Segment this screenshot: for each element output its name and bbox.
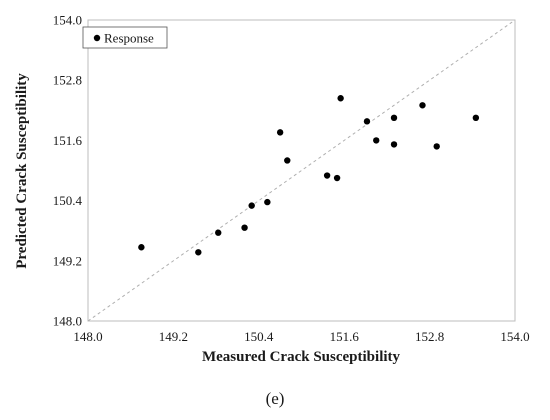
data-point <box>363 118 371 125</box>
data-point <box>248 202 255 209</box>
y-tick-label: 151.6 <box>53 133 83 148</box>
data-point <box>138 244 145 251</box>
y-tick-label: 152.8 <box>53 73 82 88</box>
data-point <box>390 114 398 122</box>
y-axis-ticks: 148.0 149.2 150.4 151.6 152.8 154.0 <box>53 13 83 329</box>
data-point <box>373 137 380 144</box>
y-tick-label: 149.2 <box>53 253 82 268</box>
x-axis-title: Measured Crack Susceptibility <box>202 349 401 365</box>
data-point <box>276 129 284 136</box>
x-tick-label: 154.0 <box>500 329 529 344</box>
legend-label: Response <box>104 31 154 46</box>
data-point <box>215 229 222 236</box>
x-tick-label: 148.0 <box>73 329 102 344</box>
data-point <box>264 198 271 206</box>
legend-box <box>82 26 168 49</box>
data-point <box>195 249 202 256</box>
data-point <box>241 224 248 231</box>
legend-marker <box>93 34 101 42</box>
plot-area-border <box>87 19 516 322</box>
data-point <box>433 143 440 150</box>
data-point <box>323 172 331 179</box>
figure-caption: (e) <box>266 389 285 408</box>
y-tick-label: 154.0 <box>53 13 82 28</box>
y-tick-label: 148.0 <box>53 314 82 329</box>
x-tick-label: 151.6 <box>330 329 360 344</box>
x-axis-ticks: 148.0 149.2 150.4 151.6 152.8 154.0 <box>73 329 529 344</box>
y-axis-title: Predicted Crack Susceptibility <box>14 73 30 269</box>
data-point <box>333 174 341 182</box>
data-point <box>390 141 398 148</box>
data-point <box>419 102 426 109</box>
y-tick-label: 150.4 <box>53 193 83 208</box>
data-points <box>138 95 480 256</box>
data-point <box>337 95 344 102</box>
data-point <box>472 114 480 122</box>
x-tick-label: 149.2 <box>159 329 188 344</box>
reference-line <box>87 19 516 322</box>
data-point <box>284 157 291 164</box>
x-tick-label: 150.4 <box>244 329 274 344</box>
x-tick-label: 152.8 <box>415 329 444 344</box>
legend: Response <box>82 26 168 49</box>
